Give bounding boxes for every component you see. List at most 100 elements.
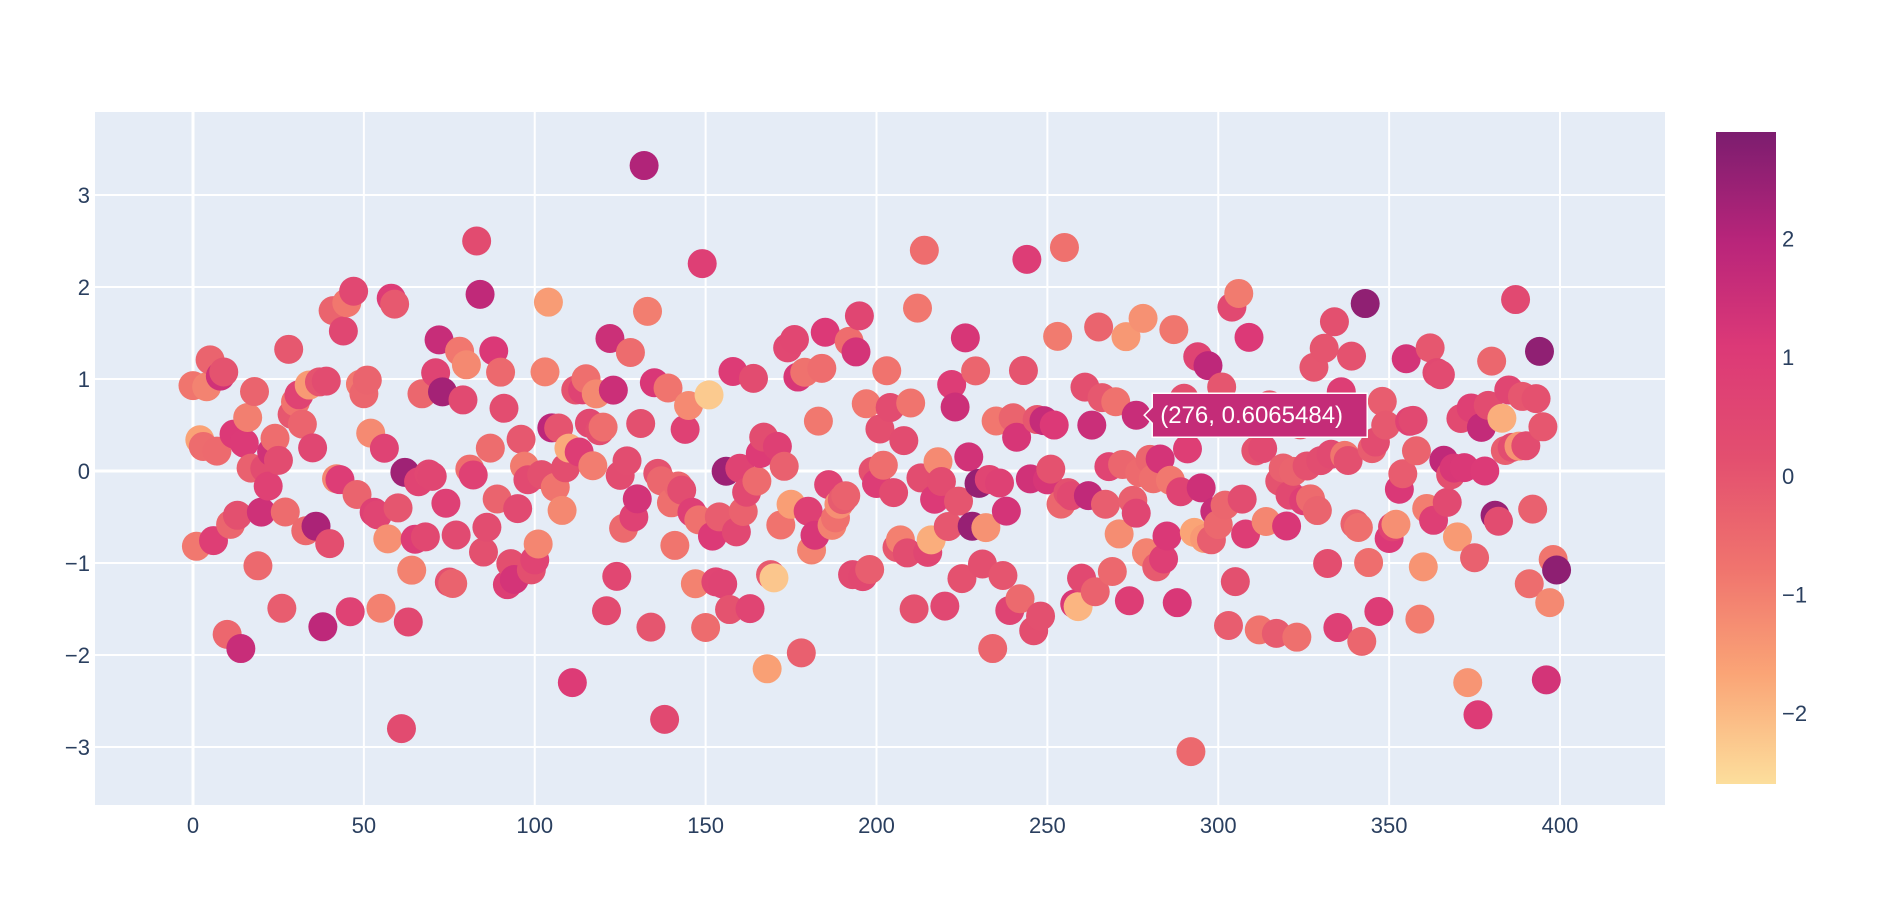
data-point[interactable] xyxy=(660,530,690,560)
data-point[interactable] xyxy=(468,537,498,567)
data-point[interactable] xyxy=(715,595,745,625)
data-point[interactable] xyxy=(1114,586,1144,616)
data-point[interactable] xyxy=(1470,456,1500,486)
data-point[interactable] xyxy=(226,634,256,664)
data-point[interactable] xyxy=(1234,322,1264,352)
data-point[interactable] xyxy=(1337,341,1367,371)
data-point[interactable] xyxy=(636,612,666,642)
data-point[interactable] xyxy=(369,433,399,463)
data-point[interactable] xyxy=(598,375,628,405)
data-point[interactable] xyxy=(315,529,345,559)
data-point[interactable] xyxy=(270,497,300,527)
data-point[interactable] xyxy=(940,392,970,422)
data-point[interactable] xyxy=(1350,289,1380,319)
data-point[interactable] xyxy=(1477,346,1507,376)
data-point[interactable] xyxy=(1149,544,1179,574)
data-point[interactable] xyxy=(1039,410,1069,440)
data-point[interactable] xyxy=(742,466,772,496)
data-point[interactable] xyxy=(1388,459,1418,489)
data-point[interactable] xyxy=(397,555,427,585)
data-point[interactable] xyxy=(373,524,403,554)
data-point[interactable] xyxy=(1542,555,1572,585)
data-point[interactable] xyxy=(1282,622,1312,652)
data-point[interactable] xyxy=(1272,511,1302,541)
data-point[interactable] xyxy=(1049,232,1079,262)
data-point[interactable] xyxy=(308,612,338,642)
data-point[interactable] xyxy=(759,563,789,593)
data-point[interactable] xyxy=(1432,487,1462,517)
data-point[interactable] xyxy=(274,334,304,364)
data-point[interactable] xyxy=(1090,489,1120,519)
data-point[interactable] xyxy=(489,393,519,423)
data-point[interactable] xyxy=(1302,496,1332,526)
data-point[interactable] xyxy=(803,406,833,436)
data-point[interactable] xyxy=(592,596,622,626)
data-point[interactable] xyxy=(769,451,799,481)
data-point[interactable] xyxy=(622,484,652,514)
data-point[interactable] xyxy=(1176,737,1206,767)
data-point[interactable] xyxy=(1343,512,1373,542)
data-point[interactable] xyxy=(793,496,823,526)
data-point[interactable] xyxy=(503,494,533,524)
data-point[interactable] xyxy=(1514,569,1544,599)
data-point[interactable] xyxy=(1214,610,1244,640)
data-point[interactable] xyxy=(240,377,270,407)
data-point[interactable] xyxy=(386,714,416,744)
data-point[interactable] xyxy=(472,512,502,542)
data-point[interactable] xyxy=(1080,577,1110,607)
data-point[interactable] xyxy=(1391,344,1421,374)
data-points[interactable] xyxy=(178,151,1572,767)
data-point[interactable] xyxy=(615,337,645,367)
data-point[interactable] xyxy=(633,296,663,326)
data-point[interactable] xyxy=(209,357,239,387)
data-point[interactable] xyxy=(267,593,297,623)
data-point[interactable] xyxy=(1415,333,1445,363)
data-point[interactable] xyxy=(650,704,680,734)
data-point[interactable] xyxy=(486,357,516,387)
data-point[interactable] xyxy=(547,495,577,525)
data-point[interactable] xyxy=(287,409,317,439)
data-point[interactable] xyxy=(872,356,902,386)
data-point[interactable] xyxy=(465,279,495,309)
data-point[interactable] xyxy=(1528,412,1558,442)
data-point[interactable] xyxy=(855,555,885,585)
data-point[interactable] xyxy=(892,538,922,568)
data-point[interactable] xyxy=(1005,584,1035,614)
data-point[interactable] xyxy=(810,317,840,347)
data-point[interactable] xyxy=(243,551,273,581)
data-point[interactable] xyxy=(417,461,447,491)
data-point[interactable] xyxy=(1008,356,1038,386)
data-point[interactable] xyxy=(988,560,1018,590)
data-point[interactable] xyxy=(807,353,837,383)
data-point[interactable] xyxy=(844,301,874,331)
data-point[interactable] xyxy=(1162,588,1192,618)
data-point[interactable] xyxy=(896,388,926,418)
data-point[interactable] xyxy=(588,412,618,442)
data-point[interactable] xyxy=(229,428,259,458)
data-point[interactable] xyxy=(1319,307,1349,337)
data-point[interactable] xyxy=(253,471,283,501)
data-point[interactable] xyxy=(954,442,984,472)
data-point[interactable] xyxy=(438,569,468,599)
data-point[interactable] xyxy=(691,613,721,643)
data-point[interactable] xyxy=(1077,410,1107,440)
data-point[interactable] xyxy=(1121,400,1151,430)
data-point[interactable] xyxy=(1442,522,1472,552)
data-point[interactable] xyxy=(978,634,1008,664)
data-point[interactable] xyxy=(889,426,919,456)
data-point[interactable] xyxy=(246,497,276,527)
data-point[interactable] xyxy=(752,654,782,684)
data-point[interactable] xyxy=(1111,322,1141,352)
data-point[interactable] xyxy=(263,445,293,475)
data-point[interactable] xyxy=(841,337,871,367)
data-point[interactable] xyxy=(1364,596,1394,626)
data-point[interactable] xyxy=(431,488,461,518)
data-point[interactable] xyxy=(1347,626,1377,656)
data-point[interactable] xyxy=(1309,333,1339,363)
data-point[interactable] xyxy=(779,325,809,355)
data-point[interactable] xyxy=(670,414,700,444)
data-point[interactable] xyxy=(335,597,365,627)
data-point[interactable] xyxy=(475,433,505,463)
data-point[interactable] xyxy=(1535,588,1565,618)
data-point[interactable] xyxy=(879,478,909,508)
